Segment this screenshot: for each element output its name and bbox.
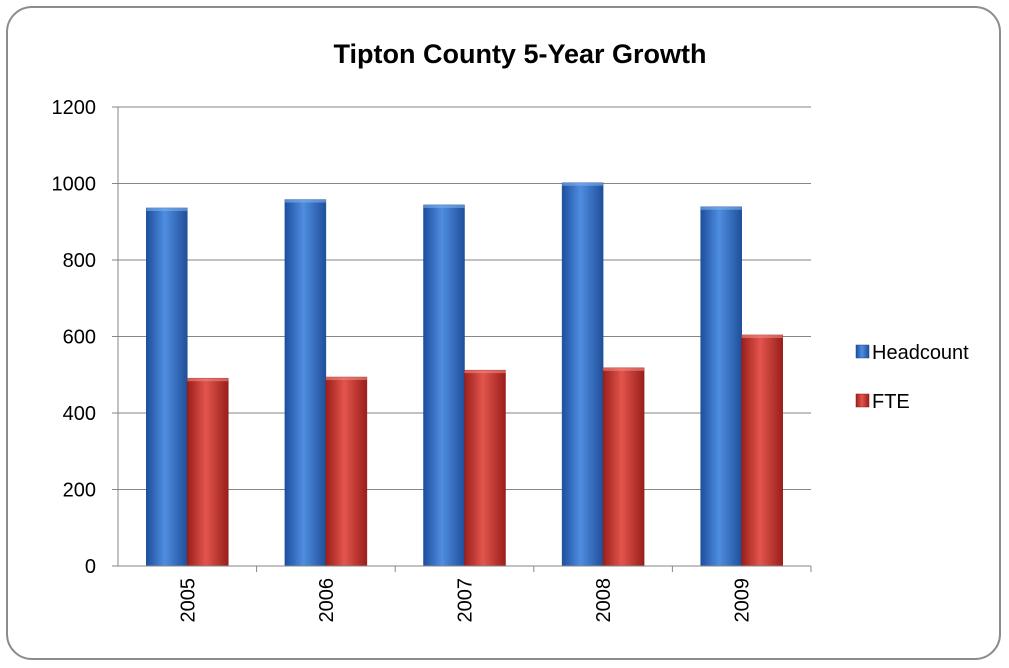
bar-top-highlight	[325, 377, 367, 381]
bar-fte-2006	[325, 376, 368, 567]
bar-headcount-2005	[146, 207, 188, 567]
y-tick-label: 0	[85, 556, 96, 578]
x-tick-label: 2006	[316, 578, 338, 623]
bar-fte-2007	[464, 369, 506, 567]
legend-swatch-fte	[855, 393, 870, 408]
x-axis-ticks: 2005 2006 2007 2008 2009	[112, 565, 812, 623]
bar-fte-2005	[187, 377, 229, 567]
legend: Headcount FTE	[855, 342, 969, 413]
y-tick-label: 600	[63, 327, 96, 349]
x-tick-label: 2007	[455, 578, 477, 623]
y-tick-label: 200	[63, 480, 96, 502]
x-tick-label: 2008	[593, 578, 615, 623]
bar-top-highlight	[741, 334, 783, 338]
y-tick-label: 1000	[52, 174, 97, 196]
bars	[146, 182, 783, 567]
chart-title: Tipton County 5-Year Growth	[333, 39, 706, 69]
y-tick-label: 1200	[52, 97, 97, 119]
bar-headcount-2006	[284, 199, 327, 567]
bar-headcount-2007	[423, 204, 465, 567]
legend-label-headcount: Headcount	[872, 342, 969, 364]
bar-top-highlight	[284, 199, 326, 203]
bar-top-highlight	[464, 370, 506, 374]
y-tick-label: 400	[63, 403, 96, 425]
bar-top-highlight	[700, 206, 742, 210]
y-tick-label: 800	[63, 250, 96, 272]
bar-top-highlight	[187, 378, 229, 382]
bar-top-highlight	[562, 182, 604, 186]
bar-fte-2009	[741, 334, 783, 567]
bar-top-highlight	[146, 207, 188, 211]
bar-fte-2008	[602, 367, 645, 567]
bar-headcount-2008	[561, 182, 604, 567]
bar-headcount-2009	[700, 206, 742, 567]
legend-label-fte: FTE	[872, 391, 910, 413]
legend-swatch-headcount	[855, 344, 870, 359]
x-tick-label: 2009	[732, 578, 754, 623]
bar-top-highlight	[603, 367, 645, 371]
bar-top-highlight	[423, 204, 465, 208]
y-axis-ticks: 0 200 400 600 800 1000 1200	[52, 97, 119, 578]
x-tick-label: 2005	[177, 578, 199, 623]
